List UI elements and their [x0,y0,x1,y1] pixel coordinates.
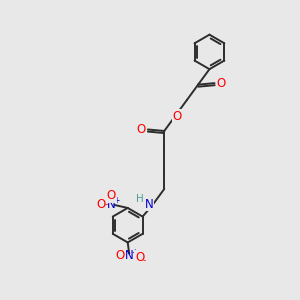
Text: H: H [136,194,144,204]
Text: O: O [172,110,182,123]
Text: -: - [143,256,146,265]
Text: O: O [116,249,125,262]
Text: N: N [145,198,154,211]
Text: O: O [97,198,106,211]
Text: N: N [125,249,134,262]
Text: +: + [131,248,138,257]
Text: O: O [135,251,144,264]
Text: N: N [107,198,116,211]
Text: +: + [113,196,120,205]
Text: -: - [104,200,107,209]
Text: O: O [216,76,226,90]
Text: O: O [137,123,146,136]
Text: O: O [107,189,116,202]
